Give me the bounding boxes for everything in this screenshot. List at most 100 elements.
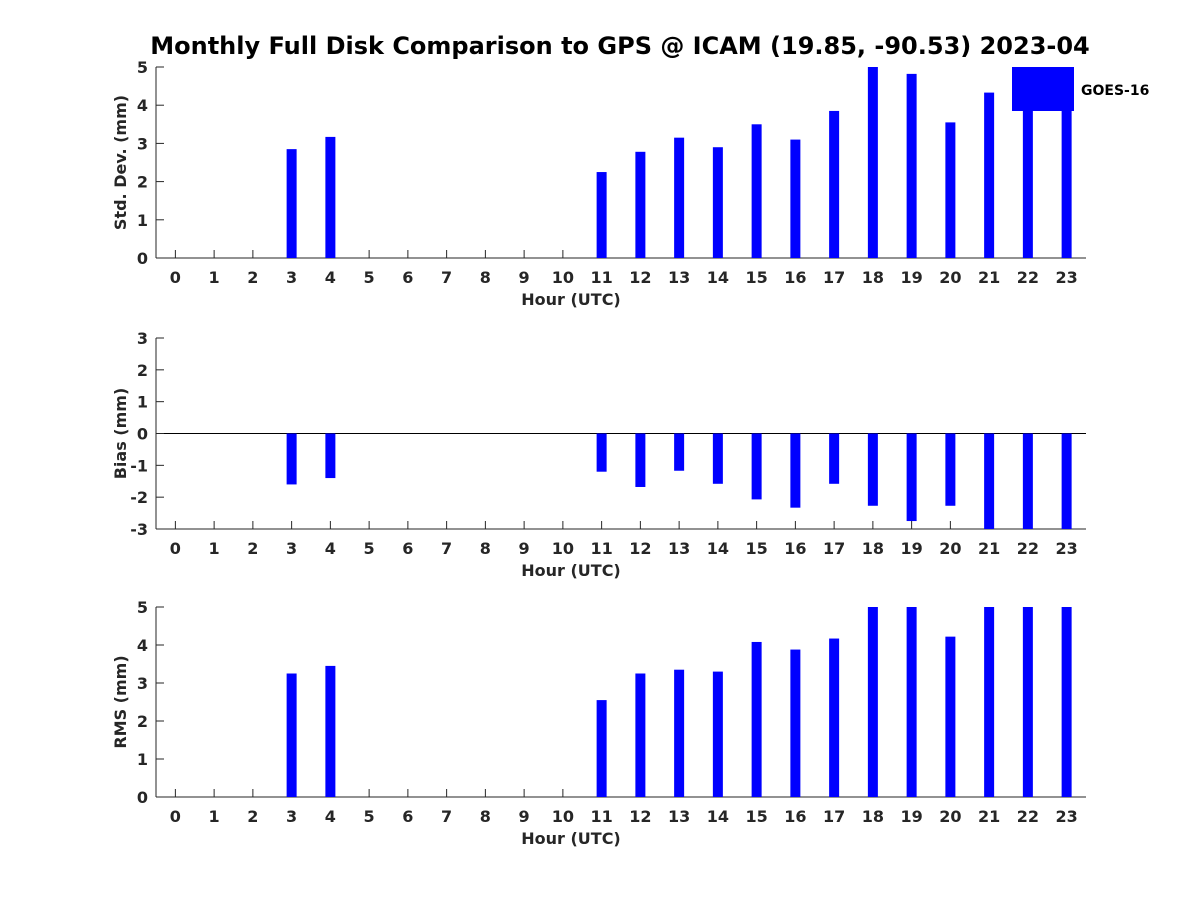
x-tick-label: 7 [441, 807, 452, 826]
x-axis-label: Hour (UTC) [521, 829, 621, 848]
bar [712, 147, 723, 258]
y-tick-label: 5 [137, 598, 148, 617]
y-tick-label: 1 [137, 393, 148, 412]
x-tick-label: 3 [286, 807, 297, 826]
x-tick-label: 0 [170, 539, 181, 558]
bar [635, 151, 646, 258]
y-tick-label: -1 [130, 456, 148, 475]
x-tick-label: 2 [247, 539, 258, 558]
bar [751, 641, 762, 797]
x-tick-label: 10 [552, 539, 574, 558]
x-tick-label: 0 [170, 268, 181, 287]
bar [1022, 433, 1033, 529]
bar [325, 665, 336, 797]
x-tick-label: 14 [707, 807, 729, 826]
bar [712, 433, 723, 484]
bar [286, 673, 297, 797]
x-tick-label: 22 [1017, 268, 1039, 287]
x-tick-label: 11 [590, 807, 612, 826]
x-tick-label: 11 [590, 268, 612, 287]
x-tick-label: 8 [480, 268, 491, 287]
x-tick-label: 8 [480, 539, 491, 558]
bar [635, 673, 646, 797]
x-tick-label: 20 [939, 807, 961, 826]
legend-label: GOES-16 [1081, 83, 1149, 99]
y-tick-label: 3 [137, 674, 148, 693]
bar [829, 638, 840, 797]
x-tick-label: 18 [862, 807, 884, 826]
x-tick-label: 9 [519, 539, 530, 558]
x-tick-label: 21 [978, 268, 1000, 287]
x-tick-label: 3 [286, 268, 297, 287]
bar [1022, 76, 1033, 258]
x-tick-label: 1 [209, 807, 220, 826]
bar [867, 433, 878, 506]
x-tick-label: 15 [745, 539, 767, 558]
bar [790, 433, 801, 508]
bar [984, 433, 995, 529]
x-tick-label: 17 [823, 539, 845, 558]
x-tick-label: 15 [745, 268, 767, 287]
bar [790, 649, 801, 797]
bar [596, 700, 607, 797]
x-tick-label: 18 [862, 539, 884, 558]
x-tick-label: 5 [364, 807, 375, 826]
bar [906, 73, 917, 258]
y-tick-label: 0 [137, 249, 148, 268]
x-tick-label: 8 [480, 807, 491, 826]
x-tick-label: 16 [784, 807, 806, 826]
x-tick-label: 20 [939, 268, 961, 287]
x-tick-label: 13 [668, 268, 690, 287]
x-tick-label: 7 [441, 539, 452, 558]
x-tick-label: 9 [519, 807, 530, 826]
y-tick-label: -3 [130, 520, 148, 539]
x-tick-label: 6 [402, 268, 413, 287]
bar [1061, 607, 1072, 797]
bar [635, 433, 646, 487]
x-tick-label: 14 [707, 268, 729, 287]
x-tick-label: 6 [402, 807, 413, 826]
bar [1061, 74, 1072, 258]
y-tick-label: 0 [137, 788, 148, 807]
x-tick-label: 12 [629, 807, 651, 826]
y-tick-label: 5 [137, 58, 148, 77]
y-tick-label: 2 [137, 361, 148, 380]
bar [984, 607, 995, 797]
x-tick-label: 18 [862, 268, 884, 287]
bar [286, 149, 297, 258]
x-tick-label: 23 [1055, 807, 1077, 826]
bar [674, 669, 685, 797]
bar [984, 92, 995, 259]
bar [906, 607, 917, 797]
bar [906, 433, 917, 522]
bar [945, 433, 956, 506]
x-tick-label: 16 [784, 539, 806, 558]
y-tick-label: 4 [137, 636, 148, 655]
y-tick-label: 2 [137, 173, 148, 192]
x-tick-label: 2 [247, 807, 258, 826]
x-tick-label: 9 [519, 268, 530, 287]
x-tick-label: 21 [978, 539, 1000, 558]
x-tick-label: 12 [629, 268, 651, 287]
x-tick-label: 6 [402, 539, 413, 558]
x-tick-label: 14 [707, 539, 729, 558]
y-tick-label: 4 [137, 96, 148, 115]
x-tick-label: 19 [900, 807, 922, 826]
bar [712, 671, 723, 797]
x-axis-label: Hour (UTC) [521, 290, 621, 309]
x-tick-label: 13 [668, 807, 690, 826]
bar [867, 607, 878, 797]
x-tick-label: 10 [552, 268, 574, 287]
x-tick-label: 7 [441, 268, 452, 287]
bar [596, 172, 607, 258]
x-tick-label: 21 [978, 807, 1000, 826]
bar [945, 636, 956, 797]
bar [867, 67, 878, 258]
bar [829, 433, 840, 484]
x-tick-label: 11 [590, 539, 612, 558]
x-tick-label: 19 [900, 268, 922, 287]
